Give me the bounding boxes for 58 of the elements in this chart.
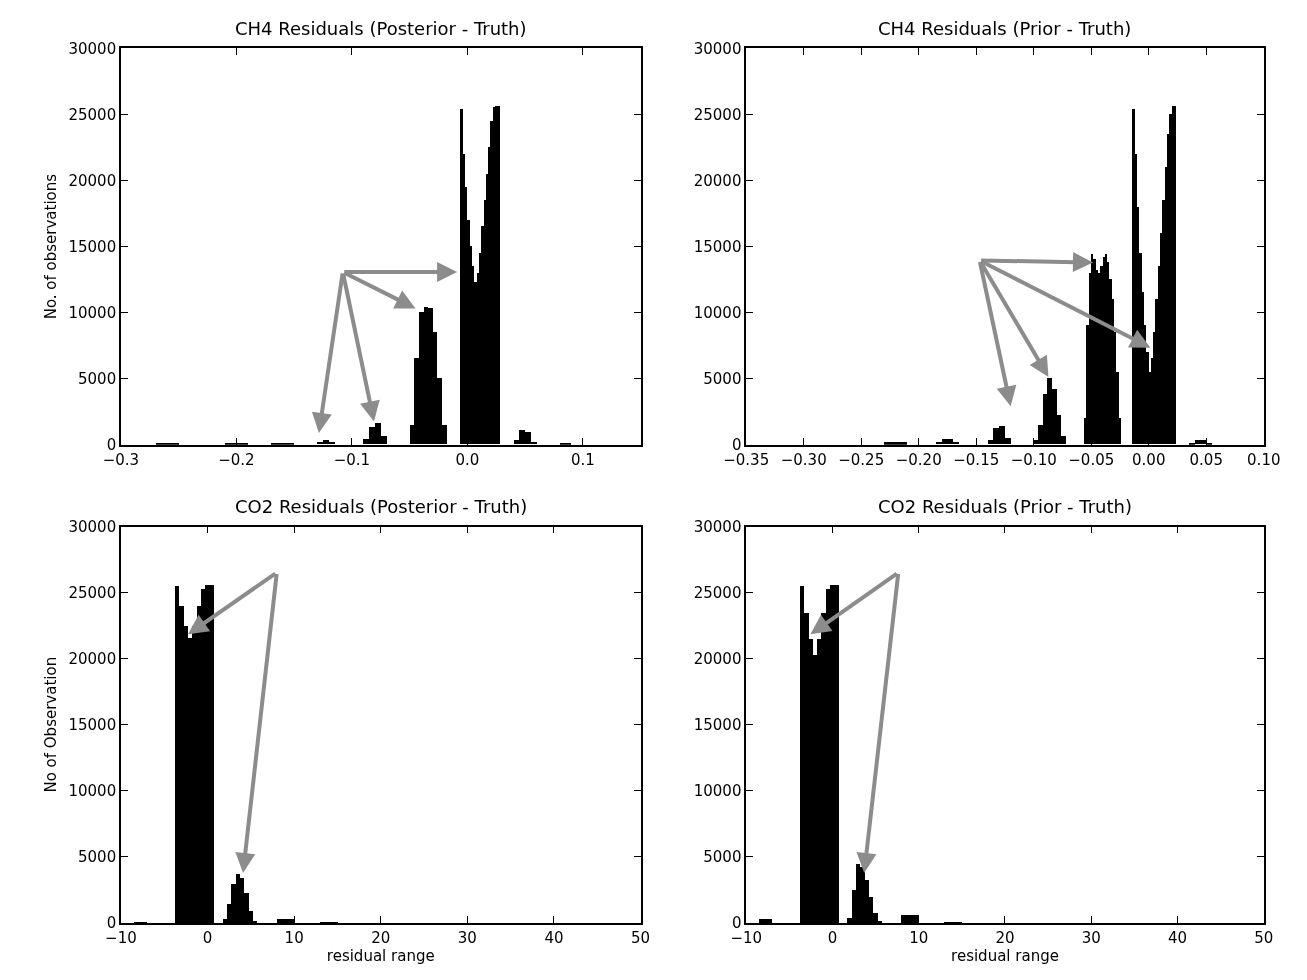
x-tick-label: 30 [457, 928, 477, 947]
x-tick-label: 10 [909, 928, 929, 947]
x-tick-label: 0 [827, 928, 838, 947]
x-tick-label: 0.0 [455, 450, 480, 469]
y-tick-label: 5000 [703, 369, 742, 388]
y-tick-label: 10000 [693, 782, 742, 801]
x-axis-title: residual range [951, 946, 1059, 965]
x-axis-title: residual range [326, 946, 435, 965]
x-tick-label: 20 [995, 928, 1015, 947]
y-axis-title: No. of observations [42, 173, 61, 320]
y-tick-label: 5000 [78, 848, 117, 867]
x-tick-label: −0.2 [218, 450, 255, 469]
x-tick-label: −0.35 [723, 450, 770, 469]
x-tick-label: 50 [630, 928, 651, 947]
x-tick-label: 10 [284, 928, 304, 947]
x-tick-label: −0.30 [780, 450, 827, 469]
y-tick-label: 20000 [693, 649, 742, 668]
y-tick-label: 25000 [68, 583, 117, 602]
x-tick-label: −0.10 [1010, 450, 1057, 469]
y-axis-title: No of Observation [42, 656, 61, 793]
y-tick-label: 10000 [693, 303, 742, 322]
y-tick-label: 10000 [68, 782, 117, 801]
x-tick-label: 0.00 [1132, 450, 1166, 469]
y-tick-label: 25000 [693, 105, 742, 124]
y-tick-label: 20000 [68, 171, 117, 190]
chart-title: CH4 Residuals (Prior - Truth) [878, 18, 1132, 39]
y-tick-label: 5000 [78, 369, 117, 388]
y-tick-label: 20000 [693, 171, 742, 190]
y-tick-label: 15000 [693, 715, 742, 734]
x-tick-label: 0.10 [1247, 450, 1281, 469]
x-tick-label: 40 [544, 928, 564, 947]
y-tick-label: 25000 [68, 105, 117, 124]
y-tick-label: 5000 [703, 848, 742, 867]
chart-title: CO2 Residuals (Posterior - Truth) [235, 496, 528, 517]
x-tick-label: −0.25 [838, 450, 885, 469]
x-tick-label: 30 [1081, 928, 1101, 947]
y-tick-label: 30000 [68, 39, 117, 58]
x-tick-label: −0.05 [1068, 450, 1115, 469]
y-tick-label: 15000 [68, 237, 117, 256]
y-tick-label: 10000 [68, 303, 117, 322]
chart-title: CO2 Residuals (Prior - Truth) [878, 496, 1132, 517]
x-tick-label: −0.20 [895, 450, 942, 469]
y-tick-label: 15000 [693, 237, 742, 256]
y-tick-label: 20000 [68, 649, 117, 668]
x-tick-label: −0.15 [953, 450, 1000, 469]
y-tick-label: 30000 [693, 517, 742, 536]
y-tick-label: 15000 [68, 715, 117, 734]
x-tick-label: 40 [1167, 928, 1188, 947]
chart-title: CH4 Residuals (Posterior - Truth) [235, 18, 527, 39]
x-tick-label: 0.1 [570, 450, 595, 469]
x-tick-label: 0.05 [1189, 450, 1223, 469]
x-tick-label: −0.1 [333, 450, 371, 469]
x-tick-label: 0 [202, 928, 213, 947]
x-tick-label: 50 [1254, 928, 1274, 947]
y-tick-label: 25000 [693, 583, 742, 602]
y-tick-label: 30000 [68, 517, 117, 536]
y-tick-label: 30000 [693, 39, 742, 58]
x-tick-label: 20 [371, 928, 391, 947]
